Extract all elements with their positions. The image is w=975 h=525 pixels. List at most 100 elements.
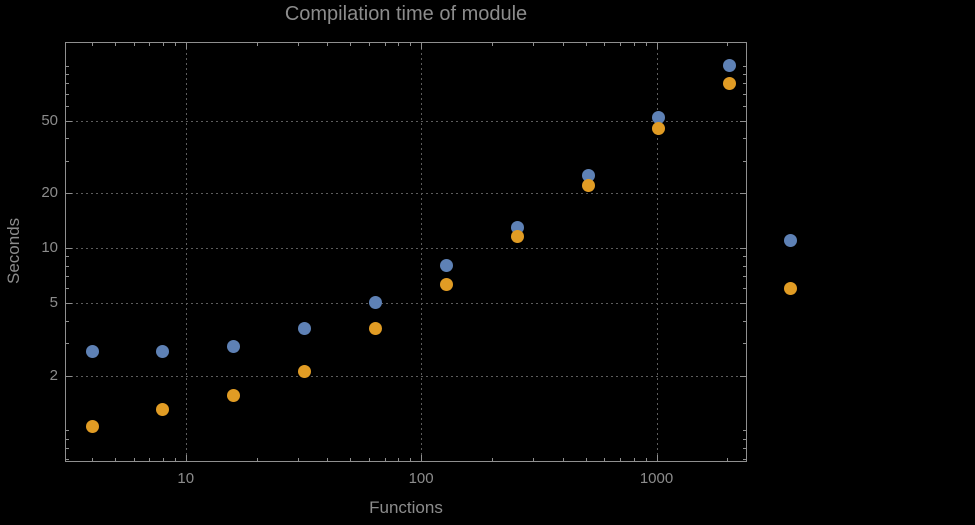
x-minor-tick xyxy=(491,458,493,461)
x-minor-tick xyxy=(149,458,151,461)
y-minor-tick xyxy=(66,458,69,460)
x-minor-tick xyxy=(727,458,729,461)
x-minor-tick xyxy=(368,458,370,461)
x-minor-tick xyxy=(92,43,94,46)
y-minor-tick xyxy=(743,320,746,322)
x-minor-tick xyxy=(256,43,258,46)
y-minor-tick xyxy=(743,430,746,432)
y-minor-tick xyxy=(743,276,746,278)
x-minor-tick xyxy=(620,43,622,46)
x-minor-tick xyxy=(133,43,135,46)
chart-title: Compilation time of module xyxy=(284,3,528,25)
x-minor-tick xyxy=(350,458,352,461)
x-gridline xyxy=(185,43,187,461)
data-point-series-1-blue xyxy=(723,59,737,73)
x-axis-label: Functions xyxy=(369,498,443,517)
y-major-tick xyxy=(66,302,72,304)
x-minor-tick xyxy=(114,43,116,46)
legend-marker-series-2-orange xyxy=(784,282,797,295)
y-major-tick xyxy=(740,375,746,377)
x-minor-tick xyxy=(174,458,176,461)
y-tick-label: 5 xyxy=(49,293,58,311)
y-gridline xyxy=(66,375,746,377)
y-gridline xyxy=(66,248,746,250)
y-gridline xyxy=(66,302,746,304)
y-minor-tick xyxy=(66,65,69,67)
x-minor-tick xyxy=(727,43,729,46)
y-minor-tick xyxy=(743,256,746,258)
x-gridline xyxy=(656,43,658,461)
y-minor-tick xyxy=(66,83,69,85)
x-major-tick xyxy=(656,455,658,461)
data-point-series-2-orange xyxy=(298,365,312,379)
y-gridline xyxy=(66,120,746,122)
y-minor-tick xyxy=(743,448,746,450)
x-minor-tick xyxy=(368,43,370,46)
x-minor-tick xyxy=(384,43,386,46)
data-point-series-2-orange xyxy=(156,403,170,417)
data-point-series-1-blue xyxy=(156,345,170,359)
data-point-series-2-orange xyxy=(368,322,382,336)
y-minor-tick xyxy=(743,438,746,440)
x-major-tick xyxy=(185,43,187,49)
x-minor-tick xyxy=(149,43,151,46)
data-point-series-2-orange xyxy=(723,76,737,90)
y-major-tick xyxy=(66,248,72,250)
y-major-tick xyxy=(740,302,746,304)
data-point-series-2-orange xyxy=(581,179,595,193)
y-tick-label: 10 xyxy=(41,239,58,257)
x-minor-tick xyxy=(491,43,493,46)
y-minor-tick xyxy=(66,288,69,290)
x-minor-tick xyxy=(133,458,135,461)
x-minor-tick xyxy=(298,43,300,46)
y-major-tick xyxy=(66,120,72,122)
y-minor-tick xyxy=(66,320,69,322)
y-minor-tick xyxy=(66,448,69,450)
data-point-series-1-blue xyxy=(227,339,241,353)
data-point-series-2-orange xyxy=(85,420,99,434)
y-gridline xyxy=(66,193,746,195)
x-major-tick xyxy=(421,43,423,49)
x-minor-tick xyxy=(562,458,564,461)
x-minor-tick xyxy=(645,43,647,46)
y-minor-tick xyxy=(743,93,746,95)
y-minor-tick xyxy=(66,138,69,140)
y-minor-tick xyxy=(743,265,746,267)
x-minor-tick xyxy=(533,43,535,46)
y-minor-tick xyxy=(743,288,746,290)
data-point-series-1-blue xyxy=(298,322,312,336)
data-point-series-1-blue xyxy=(439,259,453,273)
y-minor-tick xyxy=(66,256,69,258)
x-minor-tick xyxy=(410,43,412,46)
x-minor-tick xyxy=(604,43,606,46)
y-major-tick xyxy=(740,120,746,122)
x-minor-tick xyxy=(620,458,622,461)
x-minor-tick xyxy=(585,43,587,46)
x-major-tick xyxy=(656,43,658,49)
y-tick-label: 2 xyxy=(49,366,58,384)
y-minor-tick xyxy=(743,160,746,162)
x-major-tick xyxy=(421,455,423,461)
x-minor-tick xyxy=(350,43,352,46)
data-point-series-1-blue xyxy=(85,345,99,359)
data-point-series-1-blue xyxy=(581,168,595,182)
y-tick-label: 20 xyxy=(41,184,58,202)
y-major-tick xyxy=(740,193,746,195)
x-minor-tick xyxy=(645,458,647,461)
x-minor-tick xyxy=(384,458,386,461)
x-tick-label: 100 xyxy=(408,470,434,487)
x-tick-label: 10 xyxy=(177,470,195,487)
x-minor-tick xyxy=(604,458,606,461)
y-tick-label: 50 xyxy=(41,111,58,129)
x-minor-tick xyxy=(398,43,400,46)
y-minor-tick xyxy=(743,65,746,67)
data-point-series-2-orange xyxy=(439,278,453,292)
y-minor-tick xyxy=(66,430,69,432)
y-minor-tick xyxy=(66,93,69,95)
x-minor-tick xyxy=(92,458,94,461)
x-minor-tick xyxy=(298,458,300,461)
data-point-series-2-orange xyxy=(652,122,666,136)
y-minor-tick xyxy=(66,276,69,278)
y-minor-tick xyxy=(743,138,746,140)
